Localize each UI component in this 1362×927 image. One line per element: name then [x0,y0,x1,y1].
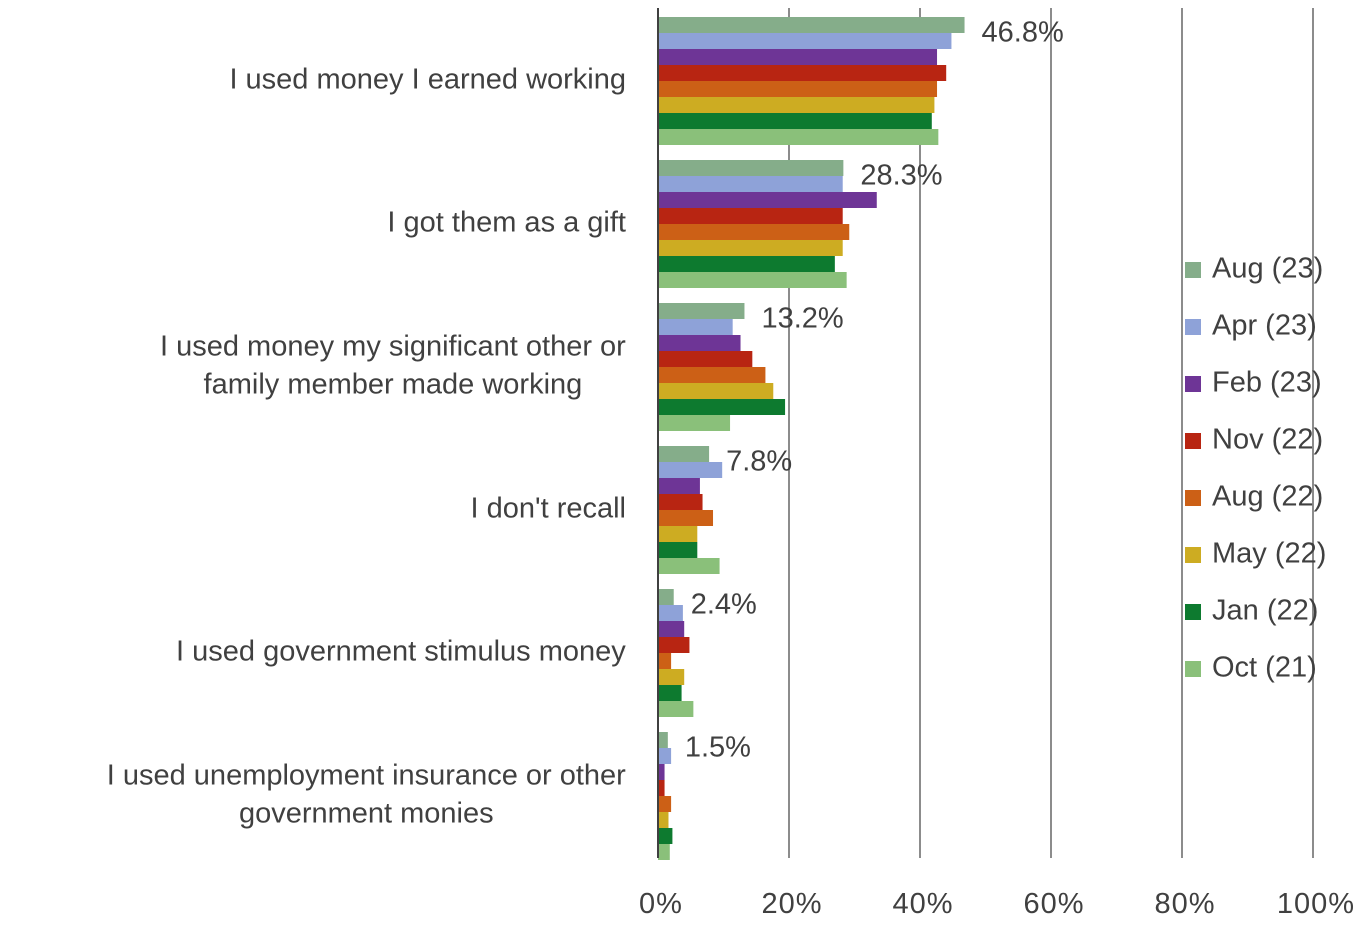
legend-label: Feb (23) [1212,367,1322,399]
bar-feb-23--cat-1 [658,192,877,208]
legend-label: Jan (22) [1212,595,1318,627]
legend-swatch [1185,490,1201,506]
legend-swatch [1185,319,1201,335]
bar-aug-23--cat-2 [658,303,745,319]
bar-oct-21--cat-2 [658,415,731,431]
bar-feb-23--cat-3 [658,478,700,494]
bar-nov-22--cat-5 [658,780,665,796]
bar-jan-22--cat-1 [658,256,835,272]
bar-aug-22--cat-0 [658,81,938,97]
category-labels: I used money I earned working I got them … [107,64,626,830]
category-label-line: government monies [239,798,494,830]
bar-may-22--cat-0 [658,97,935,113]
bar-aug-22--cat-2 [658,367,766,383]
bar-apr-23--cat-2 [658,319,733,335]
bar-jan-22--cat-3 [658,542,698,558]
category-label-line: I got them as a gift [387,207,626,239]
legend-swatch [1185,604,1201,620]
legend-swatch [1185,376,1201,392]
bars [658,17,965,860]
legend-swatch [1185,547,1201,563]
legend-label: Apr (23) [1212,310,1317,342]
category-label: I got them as a gift [387,207,626,239]
bar-jan-22--cat-4 [658,685,682,701]
data-labels: 46.8% 28.3% 13.2% 7.8% 2.4% 1.5% [685,17,1064,764]
bar-aug-22--cat-4 [658,653,672,669]
data-label: 1.5% [685,732,751,764]
bar-apr-23--cat-5 [658,748,672,764]
bar-nov-22--cat-1 [658,208,843,224]
category-label: I used unemployment insurance or other go… [107,760,626,830]
legend-swatch [1185,661,1201,677]
bar-apr-23--cat-0 [658,33,952,49]
data-label: 13.2% [761,303,843,335]
bar-apr-23--cat-1 [658,176,843,192]
bar-oct-21--cat-4 [658,701,694,717]
category-label-line: I used money I earned working [229,64,626,96]
legend-swatch [1185,433,1201,449]
bar-may-22--cat-1 [658,240,843,256]
bar-aug-22--cat-1 [658,224,850,240]
legend-label: May (22) [1212,538,1326,570]
bar-jan-22--cat-0 [658,113,932,129]
bar-may-22--cat-4 [658,669,685,685]
bar-nov-22--cat-2 [658,351,753,367]
bar-nov-22--cat-3 [658,494,703,510]
bar-may-22--cat-2 [658,383,774,399]
category-label: I used money my significant other or fami… [160,331,626,401]
bar-oct-21--cat-0 [658,129,939,145]
category-label: I used money I earned working [229,64,626,96]
bar-feb-23--cat-0 [658,49,938,65]
x-tick-label: 40% [892,888,953,920]
bar-oct-21--cat-1 [658,272,847,288]
x-tick-label: 100% [1277,888,1355,920]
data-label: 46.8% [982,17,1064,49]
bar-jan-22--cat-5 [658,828,673,844]
bar-feb-23--cat-2 [658,335,741,351]
legend-label: Nov (22) [1212,424,1323,456]
bar-feb-23--cat-4 [658,621,685,637]
legend: Aug (23) Apr (23) Feb (23) Nov (22) Aug (22)… [1185,253,1326,684]
bar-nov-22--cat-0 [658,65,947,81]
legend-label: Aug (23) [1212,253,1323,285]
category-label-line: I don't recall [471,493,626,525]
bar-oct-21--cat-3 [658,558,720,574]
legend-label: Oct (21) [1212,652,1317,684]
bar-aug-23--cat-1 [658,160,844,176]
bar-apr-23--cat-3 [658,462,723,478]
bar-jan-22--cat-2 [658,399,786,415]
data-label: 2.4% [691,589,757,621]
x-tick-label: 20% [761,888,822,920]
category-label-line: I used unemployment insurance or other [107,760,626,792]
bar-aug-22--cat-5 [658,796,672,812]
gridlines [788,8,1314,858]
bar-aug-23--cat-3 [658,446,710,462]
bar-aug-23--cat-4 [658,589,674,605]
category-label: I don't recall [471,493,626,525]
category-label-line: I used government stimulus money [176,636,626,668]
bar-oct-21--cat-5 [658,844,670,860]
bar-aug-23--cat-5 [658,732,668,748]
legend-label: Aug (22) [1212,481,1323,513]
bar-may-22--cat-5 [658,812,669,828]
category-label-line: family member made working [204,369,583,401]
x-tick-label: 60% [1023,888,1084,920]
x-axis-tick-labels: 0% 20% 40% 60% 80% 100% [639,888,1355,920]
x-tick-label: 80% [1154,888,1215,920]
x-tick-label: 0% [639,888,683,920]
legend-swatch [1185,262,1201,278]
bar-may-22--cat-3 [658,526,698,542]
bar-nov-22--cat-4 [658,637,690,653]
bar-apr-23--cat-4 [658,605,683,621]
data-label: 7.8% [726,446,792,478]
data-label: 28.3% [860,160,942,192]
bar-feb-23--cat-5 [658,764,665,780]
bar-aug-22--cat-3 [658,510,714,526]
bar-aug-23--cat-0 [658,17,965,33]
category-label: I used government stimulus money [176,636,626,668]
category-label-line: I used money my significant other or [160,331,626,363]
